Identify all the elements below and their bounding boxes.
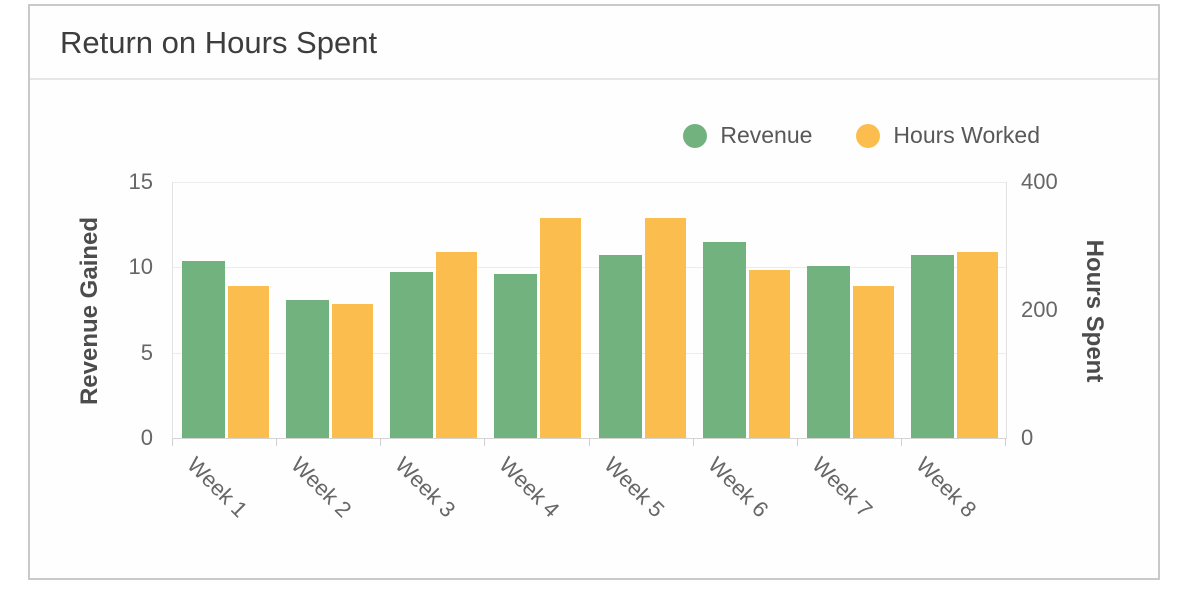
bar-revenue-week-2[interactable] xyxy=(286,299,330,438)
x-axis-category-label: Week 4 xyxy=(494,452,565,523)
left-axis-tick-label: 15 xyxy=(128,169,153,194)
bar-revenue-week-7[interactable] xyxy=(806,265,850,438)
right-axis-tick-label: 400 xyxy=(1021,169,1058,194)
x-axis-tick xyxy=(172,439,173,446)
bar-hours-worked-week-1[interactable] xyxy=(228,285,269,438)
revenue-legend-dot-icon xyxy=(683,123,708,148)
x-axis-tick xyxy=(588,439,590,446)
bar-revenue-week-6[interactable] xyxy=(702,241,746,438)
right-axis-tick-label: 200 xyxy=(1021,297,1058,322)
x-axis-category-label: Week 7 xyxy=(807,452,878,523)
x-axis-tick xyxy=(1005,439,1006,446)
gridline xyxy=(173,182,1006,183)
bar-revenue-week-5[interactable] xyxy=(598,255,642,438)
right-axis-title: Hours Spent xyxy=(1081,239,1108,383)
bar-hours-worked-week-8[interactable] xyxy=(956,251,998,438)
x-axis-category-label: Week 6 xyxy=(703,452,774,523)
bar-hours-worked-week-7[interactable] xyxy=(852,285,894,438)
gridline xyxy=(173,267,1006,269)
bar-revenue-week-1[interactable] xyxy=(182,260,225,438)
x-axis-category-label: Week 1 xyxy=(182,452,253,523)
x-axis-tick xyxy=(484,439,486,446)
plot-area xyxy=(172,182,1007,439)
bar-hours-worked-week-6[interactable] xyxy=(748,270,790,438)
x-axis-tick xyxy=(276,439,278,446)
right-axis-tick-label: 0 xyxy=(1021,425,1034,450)
bar-hours-worked-week-3[interactable] xyxy=(436,251,478,438)
bar-revenue-week-4[interactable] xyxy=(494,274,538,438)
legend-item-label: Hours Worked xyxy=(893,122,1040,148)
x-axis-tick xyxy=(900,439,902,446)
gridline xyxy=(173,352,1006,354)
bar-revenue-week-8[interactable] xyxy=(910,255,954,438)
chart-area: Revenue Hours Worked Revenue Gained Hour… xyxy=(30,80,1158,578)
chart-widget-panel: Return on Hours Spent Revenue Hours Work… xyxy=(28,4,1160,580)
x-axis-category-label: Week 5 xyxy=(598,452,670,523)
bar-hours-worked-week-2[interactable] xyxy=(332,304,374,438)
left-axis-title: Revenue Gained xyxy=(76,216,103,406)
page-title: Return on Hours Spent xyxy=(30,6,1158,80)
x-axis-category-label: Week 3 xyxy=(390,452,461,523)
bar-hours-worked-week-5[interactable] xyxy=(644,217,686,438)
legend-item-label: Revenue xyxy=(720,122,813,148)
x-axis-category-label: Week 8 xyxy=(911,452,982,523)
left-axis-tick-label: 0 xyxy=(140,425,153,450)
hours-worked-legend-dot-icon xyxy=(856,123,881,148)
legend-item-hours-worked[interactable]: Hours Worked xyxy=(856,122,1040,149)
chart-legend: Revenue Hours Worked xyxy=(683,122,1040,149)
bar-hours-worked-week-4[interactable] xyxy=(540,217,582,438)
x-axis-category-label: Week 2 xyxy=(286,452,357,523)
bar-revenue-week-3[interactable] xyxy=(390,272,434,438)
x-axis-tick xyxy=(380,439,382,446)
x-axis-tick xyxy=(796,439,798,446)
legend-item-revenue[interactable]: Revenue xyxy=(683,122,812,149)
left-axis-tick-label: 10 xyxy=(128,254,153,280)
left-axis-tick-label: 5 xyxy=(140,339,153,365)
x-axis-tick xyxy=(692,439,694,446)
